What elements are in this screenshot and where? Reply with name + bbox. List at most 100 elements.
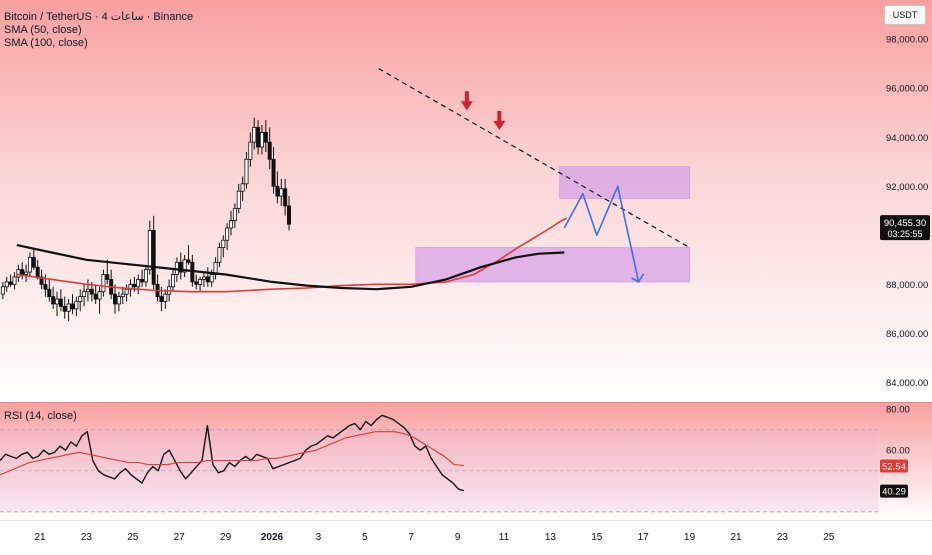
candle-body-down [283,188,288,207]
candle [58,289,63,312]
candle-body-down [31,256,36,268]
candle [31,247,36,270]
last-price-tag [880,215,930,241]
candle-body-up [147,230,152,271]
candle-body-up [240,183,245,192]
candle [140,269,145,287]
candle-body-up [82,291,87,297]
price-pane-background [0,0,932,402]
candle [248,132,253,167]
price-tick-label: 96,000.00 [886,84,928,95]
candle [256,120,261,155]
candle [39,269,44,290]
candle [244,151,249,189]
candle-body-up [116,296,121,305]
candle-body-down [263,131,268,143]
candle-body-down [47,288,52,297]
rsi-tick-label: 80.00 [886,405,910,416]
candle-body-up [182,259,187,273]
candle-body-up [4,281,9,288]
candle [85,279,90,302]
candle [4,276,9,292]
candle-body-up [124,288,129,295]
candle-body-up [236,190,241,209]
candle-body-down [132,283,137,288]
candle-body-up [16,269,21,278]
candle-body-down [151,230,156,285]
candle-body-up [12,276,17,285]
rsi-legend[interactable]: RSI (14, close) [4,410,77,422]
candle [101,269,106,297]
last-price-value: 90,455.30 [884,218,926,229]
candle-body-up [163,293,168,302]
candle [113,284,118,314]
candle [171,269,176,292]
candle-body-down [58,298,63,307]
candle-body-up [259,131,264,148]
down-arrow-head [460,101,473,111]
candle [8,274,13,287]
candle-body-up [209,274,214,283]
candle-body-down [51,296,56,305]
time-tick-label: 7 [408,532,414,543]
candle-body-down [287,205,292,225]
time-tick-label: 29 [220,532,232,543]
time-tick-label: 15 [591,532,603,543]
candle-body-up [120,293,125,297]
candle-body-down [275,185,280,197]
candle-body-down [186,259,191,263]
candle [12,272,17,290]
symbol-legend[interactable]: Bitcoin / TetherUS · 4 ساعات · Binance [4,11,194,23]
candle-body-up [171,274,176,288]
chart-legend: Bitcoin / TetherUS · 4 ساعات · Binance S… [4,11,193,50]
down-arrow-icon [493,110,506,130]
price-tick-label: 84,000.00 [886,378,928,389]
candle-body-up [252,127,257,143]
candle [163,289,168,309]
candle [240,176,245,201]
price-tick-label: 92,000.00 [886,182,928,193]
candle [124,284,129,302]
candle-body-down [194,281,199,285]
candle-body-down [159,296,164,302]
candle [217,242,222,268]
candle-body-down [256,127,261,148]
time-tick-label: 23 [777,532,789,543]
rsi-tag [880,484,908,498]
candle [27,252,32,277]
price-tick-label: 94,000.00 [886,133,928,144]
time-tick-label: 11 [499,532,510,543]
candle [74,296,79,317]
candle-body-up [101,274,106,293]
candle-body-up [97,291,102,300]
time-tick-label: 2026 [261,532,284,543]
rsi-ma-line [0,431,465,476]
candle [275,171,280,204]
resistance-zone [559,166,691,200]
currency-button[interactable]: USDT [884,5,926,25]
candle-body-down [35,266,40,278]
time-tick-label: 19 [684,532,696,543]
candle-body-up [74,301,79,310]
candle-body-up [85,288,90,293]
candle [143,264,148,287]
sma100-legend[interactable]: SMA (100, close) [4,37,88,49]
time-tick-label: 9 [455,532,461,543]
candle-body-down [93,293,98,300]
sma50-line [16,217,567,293]
projection-arrowhead [631,273,645,283]
time-tick-label: 21 [34,532,46,543]
sma50-legend[interactable]: SMA (50, close) [4,24,82,36]
rsi-line [0,414,465,492]
candle-body-down [20,269,25,275]
candle [287,196,292,231]
candle [78,289,83,312]
candle [105,259,110,285]
candle [51,286,56,309]
candle [62,296,67,319]
time-tick-label: 5 [362,532,368,543]
candle-body-up [143,269,148,283]
candle [136,274,141,295]
